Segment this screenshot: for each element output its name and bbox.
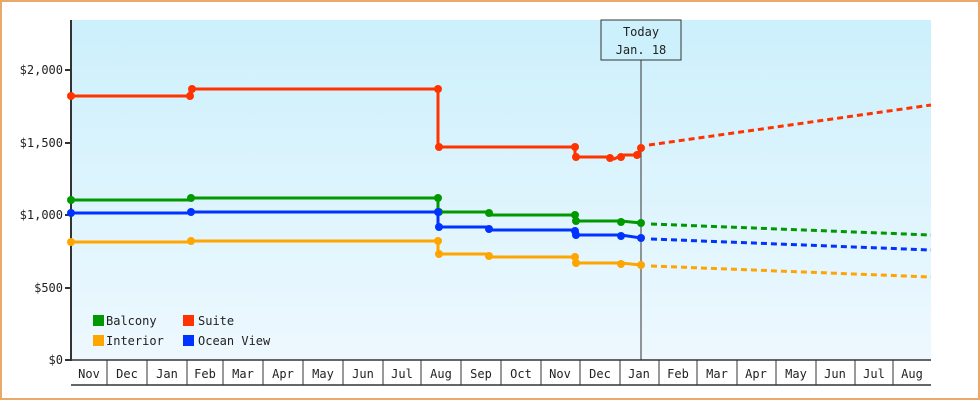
x-month-label: Apr bbox=[272, 367, 294, 381]
x-month-label: Mar bbox=[232, 367, 254, 381]
y-tick-1500: $1,500 bbox=[20, 136, 63, 150]
x-month-label: Oct bbox=[510, 367, 532, 381]
x-month-label: Feb bbox=[194, 367, 216, 381]
series-ocean-view bbox=[67, 208, 932, 252]
x-month-label: Aug bbox=[901, 367, 923, 381]
x-month-label: Jan bbox=[156, 367, 178, 381]
y-tick-500: $500 bbox=[34, 281, 63, 295]
today-label: Today bbox=[623, 25, 659, 39]
balcony-swatch-icon bbox=[93, 315, 104, 326]
legend: Balcony Suite Interior Ocean View bbox=[93, 314, 271, 348]
legend-label: Suite bbox=[198, 314, 234, 328]
x-month-label: Dec bbox=[589, 367, 611, 381]
x-month-label: Jul bbox=[391, 367, 413, 381]
y-tick-1000: $1,000 bbox=[20, 208, 63, 222]
x-axis: Nov Dec Jan Feb Mar Apr May Jun Jul Aug … bbox=[71, 359, 931, 386]
legend-item-suite[interactable]: Suite bbox=[183, 314, 234, 328]
interior-swatch-icon bbox=[93, 335, 104, 346]
x-month-label: Sep bbox=[470, 367, 492, 381]
x-month-label: Apr bbox=[745, 367, 767, 381]
x-month-label: Aug bbox=[430, 367, 452, 381]
plot-area bbox=[71, 20, 931, 360]
x-month-label: Feb bbox=[667, 367, 689, 381]
x-month-label: May bbox=[312, 367, 334, 381]
ocean-view-swatch-icon bbox=[183, 335, 194, 346]
suite-swatch-icon bbox=[183, 315, 194, 326]
x-month-label: Mar bbox=[706, 367, 728, 381]
x-month-label: Nov bbox=[78, 367, 100, 381]
x-month-label: Jan bbox=[628, 367, 650, 381]
x-month-label: Jun bbox=[824, 367, 846, 381]
legend-label: Balcony bbox=[106, 314, 157, 328]
x-month-label: Dec bbox=[116, 367, 138, 381]
series-balcony bbox=[67, 194, 932, 237]
series-interior bbox=[67, 237, 932, 279]
y-tick-2000: $2,000 bbox=[20, 63, 63, 77]
x-month-label: Jun bbox=[352, 367, 374, 381]
series-suite bbox=[67, 85, 932, 162]
y-tick-0: $0 bbox=[49, 353, 63, 367]
y-axis: $0 $500 $1,000 $1,500 $2,000 bbox=[20, 20, 72, 367]
x-month-label: Jul bbox=[863, 367, 885, 381]
legend-item-balcony[interactable]: Balcony bbox=[93, 314, 157, 328]
today-date: Jan. 18 bbox=[616, 43, 667, 57]
today-marker: Today Jan. 18 bbox=[600, 19, 682, 360]
legend-item-interior[interactable]: Interior bbox=[93, 334, 164, 348]
x-month-label: Nov bbox=[549, 367, 571, 381]
legend-label: Interior bbox=[106, 334, 164, 348]
x-month-label: May bbox=[785, 367, 807, 381]
legend-item-ocean-view[interactable]: Ocean View bbox=[183, 334, 271, 348]
legend-label: Ocean View bbox=[198, 334, 271, 348]
